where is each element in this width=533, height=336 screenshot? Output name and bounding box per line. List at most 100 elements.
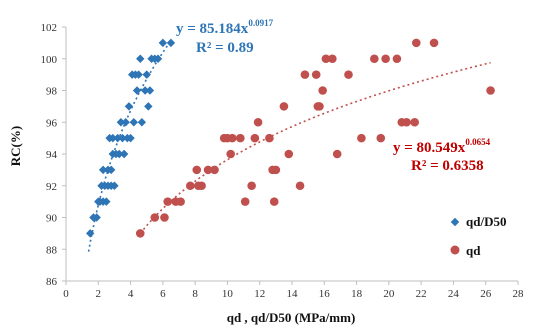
data-point-qd-d50: [98, 165, 108, 175]
y-tick-label: 98: [46, 86, 58, 98]
data-point-qd-d50: [129, 118, 138, 127]
data-point-qd: [429, 38, 439, 48]
data-point-qd: [192, 165, 202, 175]
data-point-qd: [186, 181, 195, 191]
data-point-qd: [250, 133, 260, 143]
data-point-qd: [392, 54, 402, 64]
data-point-qd: [486, 86, 495, 95]
x-tick-label: 6: [160, 288, 166, 300]
data-point-qd-d50: [118, 133, 127, 143]
trendline-layer: [87, 44, 491, 252]
data-point-qd: [311, 70, 321, 79]
data-point-qd: [210, 165, 219, 175]
x-tick-label: 2: [96, 288, 102, 300]
data-point-qd-d50: [137, 118, 147, 127]
equation-qd-base: y = 80.549x: [393, 140, 466, 156]
y-tick-label: 100: [41, 54, 58, 66]
x-tick-label: 12: [254, 288, 265, 300]
data-point-qd: [236, 133, 245, 143]
equation-qd-d50: y = 85.184x0.0917: [176, 18, 274, 37]
legend-label-qd: qd: [466, 243, 481, 258]
data-point-qd-d50: [158, 38, 168, 48]
data-point-qd: [412, 38, 421, 48]
legend-label-qd-d50: qd/D50: [466, 214, 506, 229]
data-point-qd: [344, 70, 353, 79]
data-point-qd: [318, 86, 327, 95]
data-point-qd-d50: [92, 213, 101, 222]
x-tick-label: 26: [480, 288, 492, 300]
data-point-qd-d50: [136, 54, 145, 63]
x-tick-label: 24: [448, 288, 460, 300]
equation-qd-d50-exponent: 0.0917: [248, 18, 273, 28]
x-tick-label: 18: [351, 288, 363, 300]
data-point-qd-d50: [166, 38, 176, 48]
data-point-qd-d50: [126, 133, 135, 143]
data-point-qd: [370, 54, 379, 64]
data-point-qd: [357, 133, 366, 143]
data-point-qd: [284, 149, 294, 159]
x-tick-label: 8: [192, 288, 198, 300]
data-point-qd: [197, 181, 206, 191]
data-point-qd: [295, 181, 305, 191]
data-point-qd: [321, 54, 331, 64]
legend-marker-qd-d50: [450, 217, 460, 227]
data-point-qd: [227, 133, 237, 143]
data-point-qd-d50: [102, 197, 111, 206]
x-tick-label: 10: [222, 288, 234, 300]
data-point-qd-d50: [144, 102, 153, 111]
data-point-qd: [381, 54, 390, 64]
y-axis-title: RC(%): [8, 126, 23, 166]
r2-qd: R² = 0.6358: [411, 158, 484, 174]
data-point-qd-d50: [132, 86, 142, 95]
data-point-qd-d50: [116, 118, 126, 127]
equation-qd-d50-base: y = 85.184x: [176, 21, 249, 37]
y-tick-label: 88: [46, 244, 58, 256]
x-tick-label: 28: [513, 288, 525, 300]
x-tick-label: 22: [416, 288, 427, 300]
data-point-qd: [135, 229, 145, 238]
data-point-qd: [253, 117, 263, 127]
trendline-qd-d50: [87, 44, 169, 252]
x-tick-label: 16: [319, 288, 331, 300]
data-point-qd: [271, 165, 281, 175]
y-tick-label: 96: [46, 117, 58, 129]
x-tick-label: 4: [128, 288, 134, 300]
data-point-qd-d50: [107, 165, 116, 175]
data-point-qd: [328, 54, 337, 64]
data-point-qd: [410, 117, 419, 127]
data-point-qd-d50: [110, 181, 119, 190]
data-point-qd: [269, 197, 279, 206]
y-tick-label: 86: [46, 276, 58, 288]
y-tick-label: 92: [46, 181, 57, 193]
x-tick-label: 0: [63, 288, 69, 300]
r2-qd-d50: R² = 0.89: [196, 40, 254, 56]
data-point-qd: [160, 213, 169, 222]
y-tick-label: 90: [46, 213, 58, 225]
data-point-qd-d50: [153, 54, 163, 63]
data-point-qd: [315, 102, 324, 111]
data-point-qd: [332, 149, 342, 159]
x-tick-label: 20: [383, 288, 395, 300]
data-point-qd-d50: [113, 133, 122, 143]
legend: qd/D50 qd: [450, 214, 506, 258]
data-point-qd: [176, 197, 185, 206]
data-point-qd: [300, 70, 310, 79]
data-point-qd: [150, 213, 160, 222]
data-point-qd: [203, 165, 213, 175]
data-point-qd: [376, 133, 386, 143]
data-point-qd-d50: [119, 149, 129, 159]
data-point-qd: [265, 133, 274, 143]
axes-layer: 0 2 4 6 8 10 12 14 16 18 20 22 24 26 28868890929496981…: [41, 22, 525, 300]
data-point-qd-d50: [108, 133, 118, 143]
legend-marker-qd: [450, 245, 460, 255]
equation-qd-exponent: 0.0654: [465, 137, 490, 147]
data-point-qd: [163, 197, 172, 206]
y-tick-label: 102: [41, 22, 58, 34]
data-point-qd-d50: [134, 70, 143, 79]
data-point-qd-d50: [121, 118, 130, 127]
data-point-qd-d50: [124, 102, 134, 111]
x-tick-label: 14: [287, 288, 299, 300]
data-point-qd: [226, 149, 235, 159]
